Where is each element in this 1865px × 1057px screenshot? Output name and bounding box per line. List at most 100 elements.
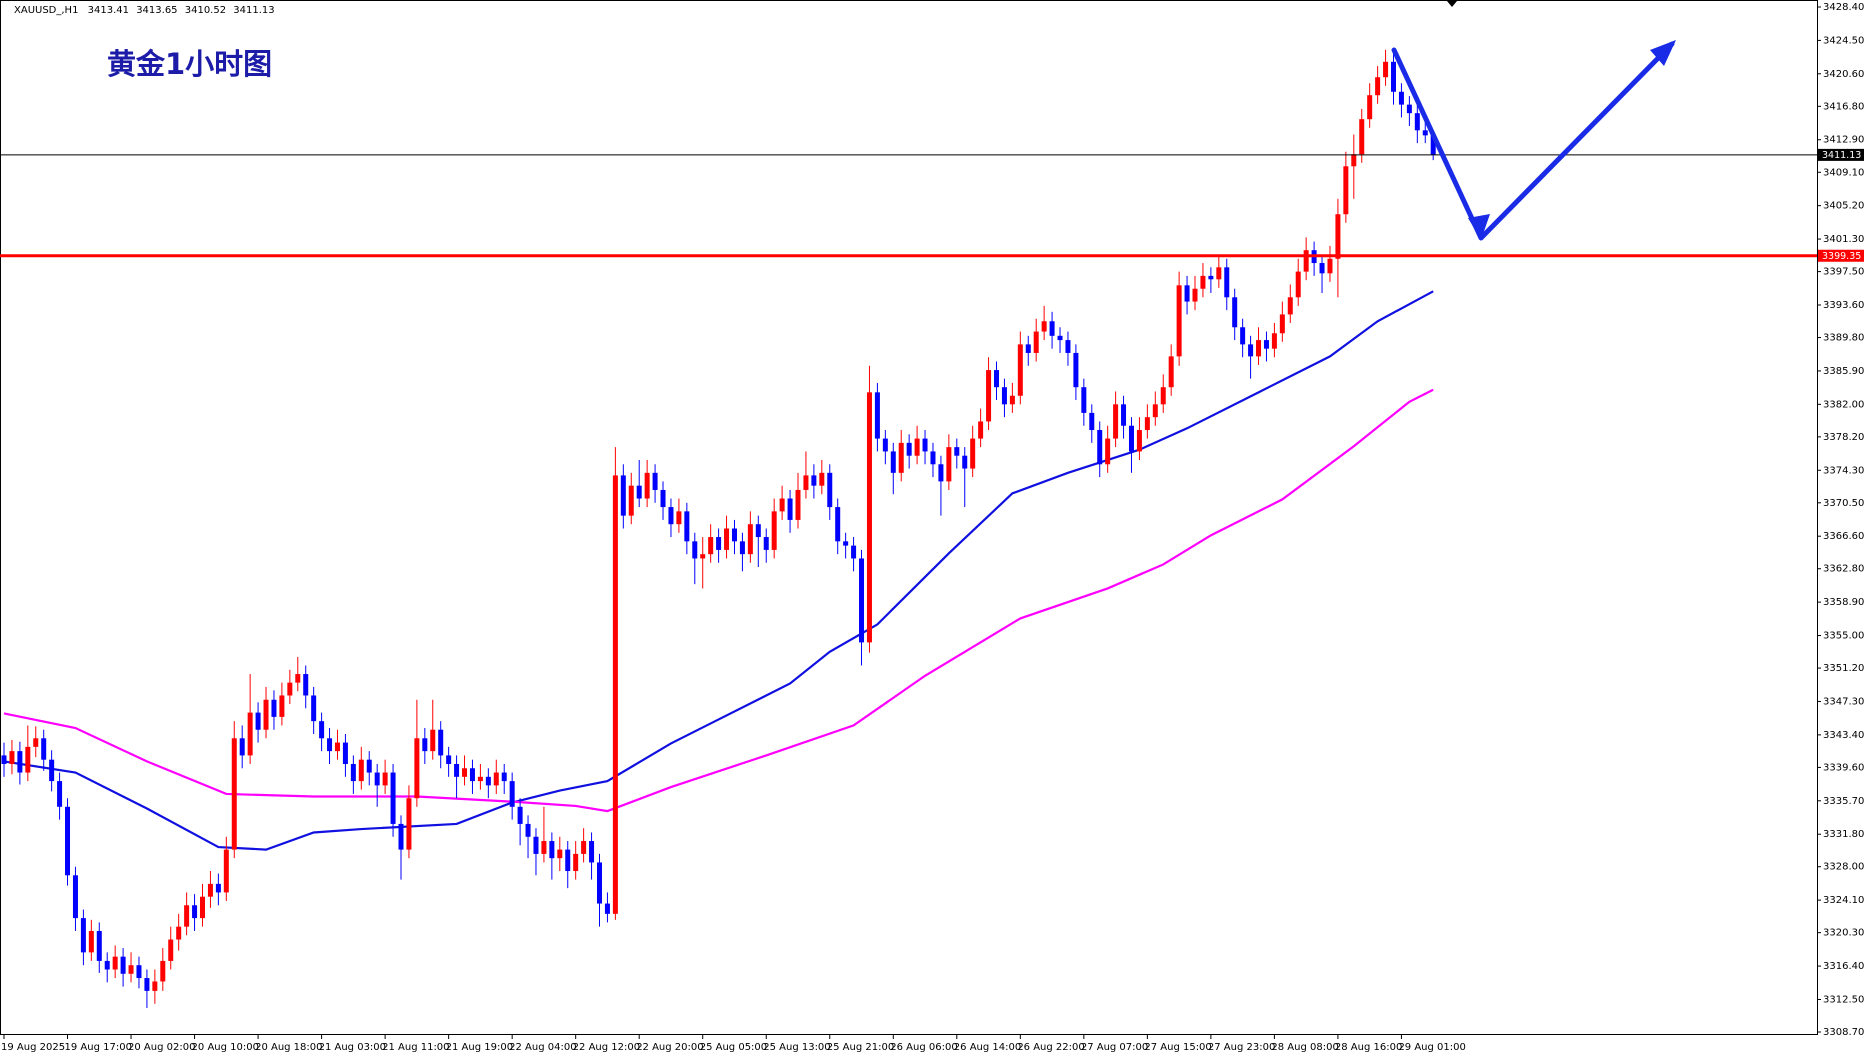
candle-body <box>1176 285 1182 357</box>
x-tick-label: 29 Aug 01:00 <box>1398 1042 1465 1053</box>
price-label: 3399.35 <box>1822 251 1861 262</box>
moving-average <box>3 290 1434 851</box>
candle-body <box>1351 154 1357 167</box>
candle-body <box>446 755 452 764</box>
candle-body <box>819 472 825 486</box>
x-tick-label: 22 Aug 20:00 <box>636 1042 703 1053</box>
candle-body <box>859 558 865 643</box>
candle-body <box>708 537 714 555</box>
arrow-head <box>1468 214 1490 240</box>
candle-body <box>176 926 182 940</box>
x-tick-label: 27 Aug 07:00 <box>1081 1042 1148 1053</box>
price-label-box <box>1818 148 1864 161</box>
candle-body <box>80 918 86 953</box>
header: XAUUSD_,H1 3413.41 3413.65 3410.52 3411.… <box>14 5 275 16</box>
candle-body <box>9 751 15 764</box>
candle-body <box>485 776 491 786</box>
y-tick-label: 3355.00 <box>1823 631 1864 642</box>
candle-body <box>509 781 515 807</box>
candle-body <box>1168 356 1174 388</box>
candle-body <box>914 438 920 456</box>
candle-body <box>1335 214 1341 259</box>
candle-body <box>660 489 666 508</box>
candle-body <box>851 545 857 559</box>
moving-average <box>3 388 1434 813</box>
candle-body <box>358 759 364 782</box>
candle-body <box>406 798 412 850</box>
high: 3413.65 <box>136 5 177 16</box>
candle-body <box>342 742 348 764</box>
candle-body <box>1414 113 1420 131</box>
x-tick-label: 26 Aug 22:00 <box>1017 1042 1084 1053</box>
candle-body <box>1200 275 1206 289</box>
candle-body <box>1041 321 1047 332</box>
candle-body <box>843 541 849 546</box>
candle-body <box>112 956 118 970</box>
y-tick-label: 3358.90 <box>1823 597 1864 608</box>
candle-body <box>200 896 205 919</box>
candle-body <box>581 841 587 854</box>
candle-body <box>223 849 229 893</box>
y-tick-label: 3328.00 <box>1823 862 1864 873</box>
candle-body <box>1279 314 1285 334</box>
candle-body <box>787 498 793 520</box>
candle-body <box>1009 395 1015 405</box>
candle-body <box>589 841 595 863</box>
y-tick-label: 3339.60 <box>1823 762 1864 773</box>
candle-body <box>65 806 71 876</box>
candle-body <box>1287 297 1293 315</box>
y-tick-label: 3428.40 <box>1823 2 1864 13</box>
candle-body <box>636 485 642 499</box>
candle-body <box>1430 135 1436 155</box>
candle-body <box>104 960 110 970</box>
candle-body <box>803 475 809 490</box>
candle-body <box>88 930 94 953</box>
y-tick-label: 3389.80 <box>1823 333 1864 344</box>
candle-body <box>144 978 150 991</box>
candle-body <box>724 528 730 550</box>
candle-body <box>96 930 102 961</box>
candle-body <box>835 507 841 542</box>
candle-body <box>1319 263 1325 274</box>
candle-body <box>1295 271 1301 298</box>
x-tick-label: 28 Aug 08:00 <box>1271 1042 1338 1053</box>
candle-body <box>1105 438 1111 465</box>
forecast-arrows <box>1391 40 1676 241</box>
candle-body <box>1065 340 1071 353</box>
candle-body <box>207 883 213 897</box>
candle-body <box>612 475 618 914</box>
candle-body <box>462 768 468 777</box>
y-tick-label: 3312.50 <box>1823 994 1864 1005</box>
candle-body <box>684 511 690 542</box>
candle-body <box>994 370 999 388</box>
price-label: 3411.13 <box>1822 150 1861 161</box>
candle-body <box>573 853 579 872</box>
candle-body <box>1375 77 1381 96</box>
candle-body <box>541 841 547 854</box>
y-tick-label: 3362.80 <box>1823 564 1864 575</box>
x-tick-label: 26 Aug 14:00 <box>954 1042 1021 1053</box>
candle-body <box>120 956 126 974</box>
candle-body <box>898 442 904 473</box>
candle-body <box>962 455 968 469</box>
candle-body <box>1057 335 1063 341</box>
candle-body <box>168 939 174 961</box>
x-tick-label: 25 Aug 13:00 <box>763 1042 830 1053</box>
candle-body <box>1232 297 1238 328</box>
candle-body <box>1256 340 1262 357</box>
candle-body <box>779 498 785 512</box>
y-tick-label: 3316.40 <box>1823 961 1864 972</box>
shift-marker <box>1447 1 1457 7</box>
candle-body <box>1128 425 1134 452</box>
candle-body <box>136 965 142 979</box>
y-tick-label: 3397.50 <box>1823 267 1864 278</box>
candle-body <box>763 537 769 550</box>
candle-body <box>414 738 420 799</box>
low: 3410.52 <box>185 5 226 16</box>
candle-body <box>1383 61 1389 78</box>
candle-body <box>668 507 674 525</box>
candle-body <box>628 485 634 516</box>
y-tick-label: 3351.20 <box>1823 663 1864 674</box>
x-tick-label: 22 Aug 04:00 <box>509 1042 576 1053</box>
